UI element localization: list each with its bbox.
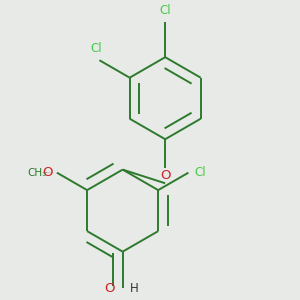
Text: H: H — [130, 282, 139, 295]
Text: O: O — [42, 166, 52, 179]
Text: Cl: Cl — [194, 166, 206, 179]
Text: methoxy: methoxy — [46, 172, 52, 173]
Text: Cl: Cl — [91, 42, 102, 55]
Text: O: O — [160, 169, 170, 182]
Text: Cl: Cl — [159, 4, 171, 17]
Text: CH₃: CH₃ — [27, 168, 46, 178]
Text: O: O — [105, 282, 115, 295]
